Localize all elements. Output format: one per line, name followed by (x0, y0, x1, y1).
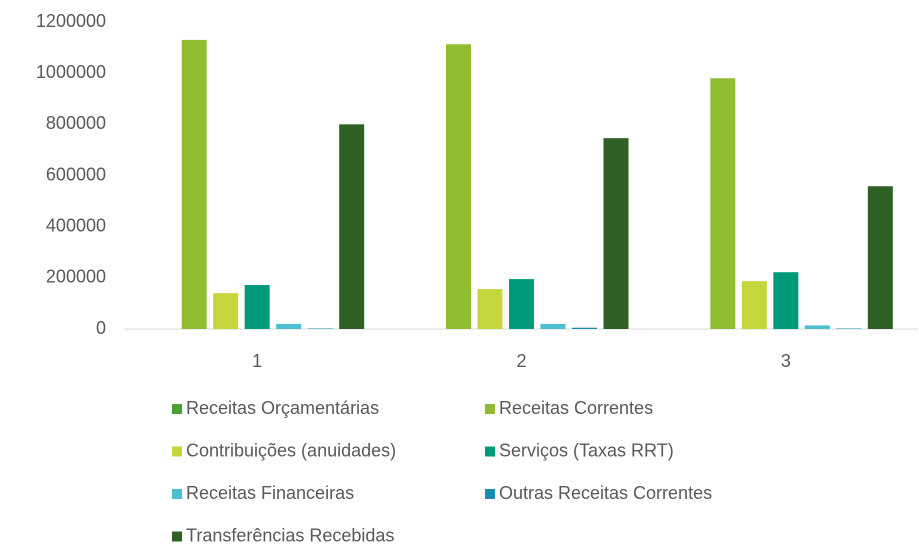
x-tick-label: 1 (252, 351, 262, 371)
bar (572, 327, 597, 329)
legend-label: Receitas Orçamentárias (186, 398, 379, 418)
bar (710, 78, 736, 330)
bar (804, 325, 830, 329)
legend-label: Contribuições (anuidades) (186, 440, 396, 460)
x-tick-label: 3 (781, 351, 791, 371)
legend-swatch (172, 446, 182, 457)
y-tick-label: 600000 (46, 164, 106, 184)
bar (244, 284, 270, 329)
bar (276, 323, 302, 329)
bar (477, 289, 503, 329)
legend-swatch (485, 446, 495, 457)
bar (509, 279, 534, 329)
legend-label: Receitas Correntes (499, 398, 653, 418)
y-tick-label: 1000000 (36, 62, 106, 82)
y-tick-label: 1200000 (36, 11, 106, 31)
legend-label: Serviços (Taxas RRT) (499, 440, 674, 460)
bar (446, 44, 471, 329)
legend-swatch (172, 489, 182, 499)
legend-swatch (172, 404, 182, 414)
legend-swatch (485, 404, 495, 414)
y-tick-label: 200000 (46, 267, 106, 287)
bar (836, 328, 862, 329)
bar (741, 281, 767, 329)
bar (307, 328, 333, 329)
bar (773, 272, 799, 329)
legend-swatch (172, 531, 182, 542)
y-tick-label: 0 (96, 318, 106, 338)
bar (339, 124, 365, 329)
y-tick-label: 800000 (46, 113, 106, 133)
legend-label: Outras Receitas Correntes (499, 483, 712, 503)
bar (603, 138, 629, 329)
legend-swatch (485, 489, 495, 499)
bar (181, 39, 207, 330)
y-tick-label: 400000 (46, 215, 106, 235)
x-tick-label: 2 (516, 351, 526, 371)
legend-label: Transferências Recebidas (186, 525, 394, 545)
bar (867, 186, 893, 329)
legend-label: Receitas Financeiras (186, 483, 354, 503)
bar (213, 293, 239, 329)
bar (540, 323, 566, 329)
